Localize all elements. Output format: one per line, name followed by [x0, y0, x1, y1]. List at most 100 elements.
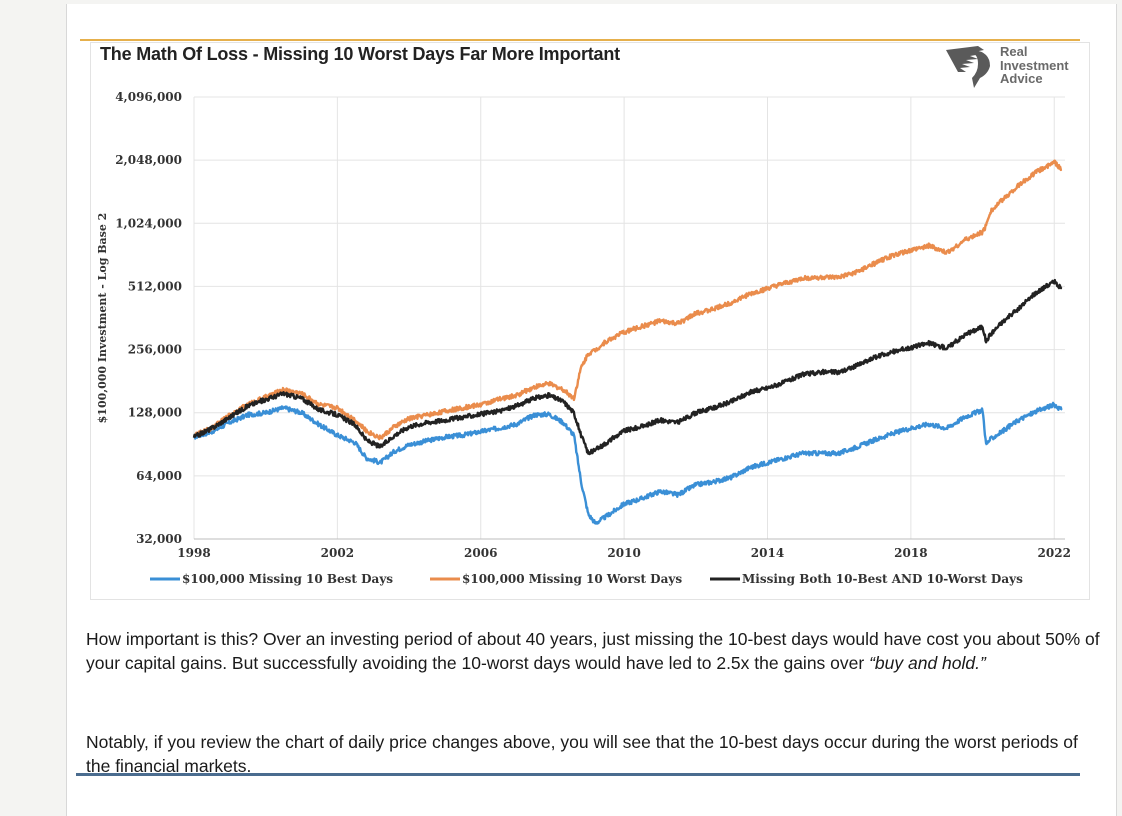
y-tick-label: 128,000: [128, 406, 182, 420]
series-2-point: [623, 331, 625, 333]
y-tick-label: 4,096,000: [115, 90, 182, 104]
series-1-point: [820, 452, 822, 454]
series-1-point: [548, 413, 550, 415]
series-2-point: [379, 437, 381, 439]
series-2-point: [354, 419, 356, 421]
series-1-point: [247, 414, 249, 416]
series-2-point: [408, 417, 410, 420]
series-2-point: [695, 312, 697, 315]
series-3-point: [318, 409, 321, 411]
series-line-2: [192, 159, 1063, 441]
series-3-point: [587, 452, 589, 454]
series-3-point: [999, 323, 1002, 325]
series-1-point: [426, 440, 428, 442]
series-1-point: [856, 446, 858, 448]
series-2-point: [594, 349, 597, 351]
series-1-point: [562, 421, 564, 424]
series-3-point: [985, 340, 987, 343]
series-3-point: [265, 398, 267, 401]
series-1-point: [1053, 403, 1055, 406]
series-1-point: [594, 522, 597, 524]
series-layer: [192, 159, 1063, 525]
y-tick-label: 256,000: [128, 343, 182, 357]
x-tick-label: 2006: [464, 546, 497, 560]
series-3-point: [1035, 291, 1037, 293]
series-3-point: [802, 373, 804, 375]
y-tick-label: 64,000: [136, 469, 182, 483]
series-1-point: [394, 450, 396, 452]
series-3-point: [408, 425, 410, 428]
series-2-point: [580, 367, 582, 369]
series-2-point: [999, 200, 1002, 203]
y-axis-label: $100,000 Investment - Log Base 2: [96, 213, 109, 424]
y-tick-label: 512,000: [128, 279, 182, 293]
series-line-1: [193, 401, 1063, 525]
series-2-point: [985, 224, 987, 227]
series-1-point: [802, 452, 804, 454]
series-2-point: [748, 293, 751, 295]
paragraph-1-text: How important is this? Over an investing…: [86, 629, 1100, 673]
series-1-point: [318, 424, 321, 426]
legend-label: $100,000 Missing 10 Best Days: [182, 572, 393, 586]
series-2-point: [784, 282, 787, 284]
series-3-point: [548, 394, 550, 396]
series-3-point: [426, 421, 428, 424]
series-3-point: [641, 425, 643, 428]
series-1-point: [766, 462, 769, 464]
axis-layer: 32,000 64,000 128,000 256,000 512,000 1,024,0…: [96, 90, 1071, 560]
series-3-point: [856, 364, 858, 367]
series-1-point: [1035, 410, 1037, 412]
series-1-point: [713, 481, 715, 483]
series-2-point: [766, 287, 769, 290]
series-1-point: [838, 452, 840, 454]
series-2-point: [1035, 171, 1037, 173]
series-1-point: [748, 467, 751, 469]
series-1-point: [623, 503, 625, 505]
series-3-point: [573, 412, 575, 414]
logo-line2: Investment: [1000, 57, 1069, 73]
series-2-point: [1060, 168, 1063, 171]
series-2-point: [928, 245, 930, 247]
series-3-point: [623, 430, 625, 432]
series-2-point: [300, 392, 303, 395]
series-3-point: [379, 446, 381, 448]
series-3-point: [964, 334, 966, 336]
series-3-point: [1017, 308, 1020, 310]
series-1-point: [892, 432, 894, 434]
series-2-point: [515, 394, 518, 396]
series-2-point: [802, 277, 804, 279]
series-2-point: [265, 396, 267, 398]
series-2-point: [910, 249, 912, 252]
series-2-point: [365, 430, 367, 432]
series-3-point: [928, 342, 930, 344]
series-3-point: [766, 387, 769, 389]
series-1-point: [784, 457, 787, 459]
legend-label: Missing Both 10-Best AND 10-Worst Days: [742, 572, 1023, 586]
series-3-point: [462, 416, 464, 418]
series-3-point: [731, 400, 733, 402]
series-3-point: [336, 414, 338, 416]
accent-rule: [80, 39, 1080, 41]
series-1-point: [989, 439, 991, 441]
series-3-point: [695, 412, 697, 414]
series-3-point: [1053, 280, 1055, 283]
series-3-point: [838, 371, 840, 373]
x-tick-label: 2010: [607, 546, 640, 560]
series-2-point: [498, 398, 500, 401]
series-2-point: [587, 352, 589, 355]
y-tick-label: 32,000: [136, 532, 182, 546]
x-tick-label: 2002: [321, 546, 354, 560]
series-3-point: [989, 334, 991, 336]
series-1-point: [731, 476, 733, 478]
series-3-point: [784, 381, 787, 383]
series-2-point: [444, 410, 446, 412]
series-2-point: [1053, 161, 1055, 163]
series-1-point: [365, 457, 367, 459]
series-1-point: [946, 427, 948, 429]
legend: $100,000 Missing 10 Best Days $100,000 Mi…: [150, 572, 1023, 586]
series-2-point: [856, 271, 858, 273]
x-tick-label: 2014: [751, 546, 784, 560]
series-2-point: [462, 407, 464, 409]
series-3-point: [1060, 287, 1063, 290]
series-1-point: [300, 412, 303, 414]
